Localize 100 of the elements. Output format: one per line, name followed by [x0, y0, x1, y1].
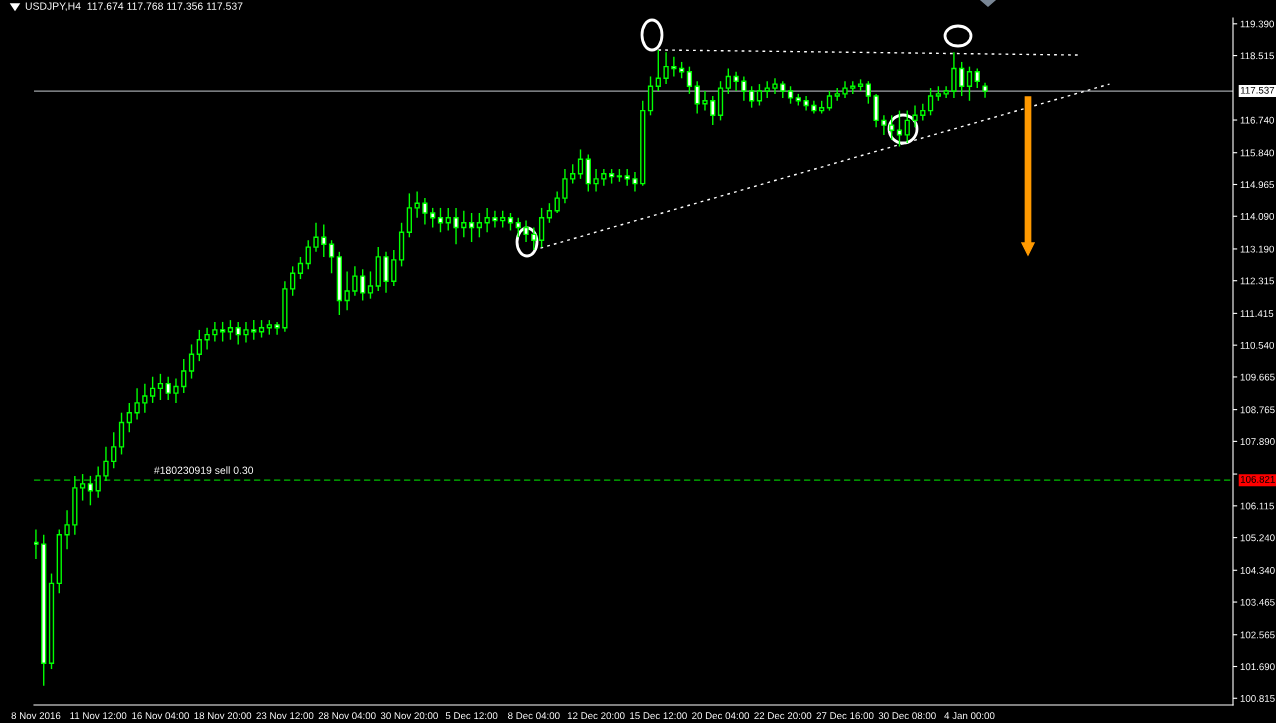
y-tick-label: 114.965 — [1240, 181, 1274, 189]
candlestick — [360, 268, 366, 302]
y-tick-label: 104.340 — [1240, 567, 1275, 574]
candlestick — [912, 104, 918, 128]
candlestick — [34, 528, 39, 560]
y-tick-label: 108.765 — [1240, 406, 1275, 414]
candlestick — [321, 223, 327, 258]
y-tick-label: 113.190 — [1240, 245, 1274, 253]
y-tick-label: 114.090 — [1240, 212, 1274, 220]
candlestick — [422, 197, 428, 226]
candlestick — [313, 222, 319, 253]
candlestick — [79, 473, 86, 502]
candlestick — [274, 321, 280, 336]
y-tick-label: 115.840 — [1240, 149, 1274, 157]
candlestick — [243, 321, 249, 344]
x-tick-label: 30 Dec 08:00 — [878, 712, 936, 720]
candlestick — [772, 77, 778, 95]
candlestick — [196, 329, 202, 362]
candlestick — [251, 319, 257, 341]
candlestick — [756, 83, 763, 107]
candlestick — [453, 207, 459, 245]
x-tick-label: 5 Dec 12:00 — [445, 712, 498, 720]
candlestick — [290, 265, 296, 297]
candlestick — [702, 90, 708, 112]
candlestick — [173, 377, 179, 404]
candlestick — [149, 376, 156, 404]
candlestick — [165, 376, 171, 401]
candlestick — [663, 51, 669, 85]
annotation: #180230919 sell 0.30 — [153, 466, 254, 474]
y-tick-label: 110.540 — [1240, 341, 1274, 349]
ref-line-label: 117.537 — [1240, 86, 1275, 94]
candlestick — [826, 90, 833, 112]
x-tick-label: 16 Nov 04:00 — [132, 712, 189, 720]
candlestick — [686, 65, 693, 95]
candlestick — [103, 446, 109, 482]
candlestick — [974, 67, 980, 89]
candlestick — [344, 270, 350, 311]
ref-line-label: 106.821 — [1240, 475, 1275, 483]
y-tick-label: 102.565 — [1240, 631, 1275, 639]
x-tick-label: 28 Nov 04:00 — [318, 712, 376, 720]
y-tick-label: 107.890 — [1240, 438, 1275, 445]
y-tick-label: 103.465 — [1240, 598, 1275, 606]
y-tick-label: 111.415 — [1240, 310, 1274, 318]
x-tick-label: 27 Dec 16:00 — [816, 712, 874, 720]
candlestick — [694, 80, 700, 115]
candlestick — [710, 95, 716, 126]
candlestick — [142, 382, 148, 414]
candlestick — [126, 402, 132, 434]
candlestick — [959, 61, 965, 97]
candlestick — [632, 171, 638, 193]
x-tick-label: 8 Nov 2016 — [11, 712, 61, 720]
candlestick — [725, 67, 731, 95]
x-tick-label: 18 Nov 20:00 — [194, 712, 252, 720]
y-tick-label: 118.515 — [1240, 52, 1274, 60]
candlestick — [803, 95, 809, 112]
y-tick-label: 109.665 — [1240, 373, 1275, 381]
candlestick — [904, 109, 910, 144]
candlestick — [741, 75, 747, 102]
x-tick-label: 20 Dec 04:00 — [692, 712, 750, 720]
y-tick-label: 100.815 — [1240, 695, 1275, 702]
candlestick — [461, 210, 467, 239]
x-tick-label: 12 Dec 20:00 — [567, 712, 625, 720]
candlestick — [484, 207, 490, 233]
candlestick — [204, 327, 210, 351]
candlestick — [111, 431, 117, 469]
candlestick — [562, 168, 568, 204]
candlestick — [476, 212, 483, 239]
candlestick — [391, 249, 397, 287]
candlestick — [414, 190, 420, 219]
candlestick — [212, 321, 218, 343]
y-tick-label: 116.740 — [1240, 116, 1274, 124]
candlestick — [577, 148, 584, 180]
candlestick — [87, 475, 94, 506]
candlestick — [655, 49, 661, 92]
candlestick — [328, 239, 335, 274]
x-tick-label: 22 Dec 20:00 — [754, 712, 812, 720]
candlestick — [538, 207, 545, 248]
candlestick — [671, 56, 677, 78]
candlestick — [492, 210, 498, 229]
candlestick — [181, 358, 187, 394]
candlestick — [157, 373, 164, 401]
candlestick — [865, 80, 871, 105]
candlestick — [352, 265, 358, 297]
x-tick-label: 11 Nov 12:00 — [70, 712, 127, 720]
candlestick — [437, 207, 444, 233]
candlestick — [134, 387, 140, 421]
candlestick — [64, 509, 70, 550]
candlestick — [624, 168, 630, 187]
candlestick — [570, 163, 576, 185]
candlestick — [733, 71, 739, 92]
x-tick-label: 30 Nov 20:00 — [380, 712, 438, 720]
candlestick — [593, 168, 599, 193]
x-tick-label: 15 Dec 12:00 — [630, 712, 687, 720]
chart-title: USDJPY,H4 117.674 117.768 117.356 117.537 — [25, 2, 243, 12]
candlestick — [554, 190, 560, 214]
candlestick — [95, 465, 101, 499]
candlestick — [546, 202, 553, 224]
candlestick — [227, 319, 234, 341]
candlestick — [305, 239, 311, 270]
candlestick — [927, 87, 934, 117]
